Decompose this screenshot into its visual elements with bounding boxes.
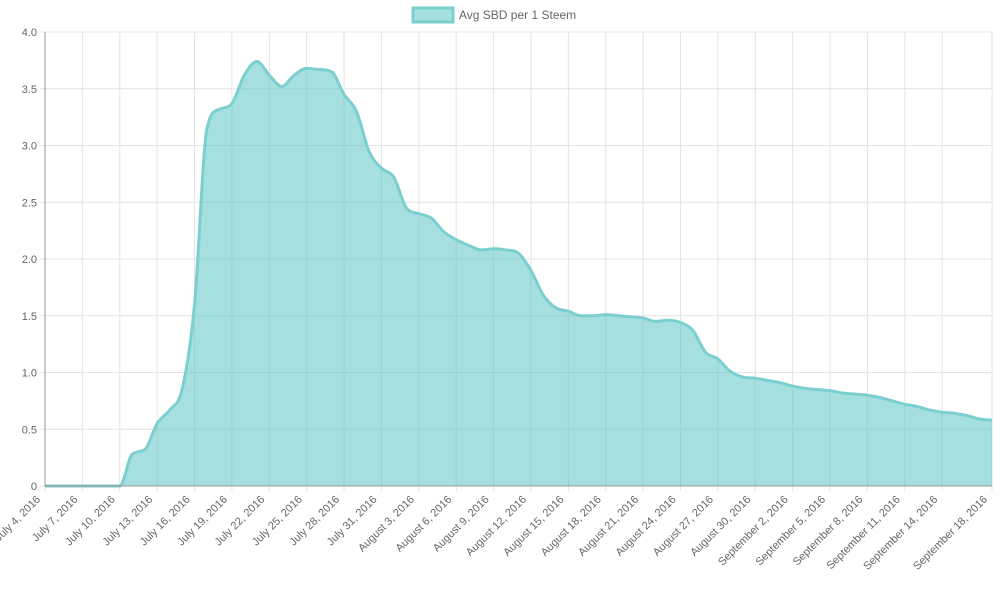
plot-area — [45, 60, 993, 488]
y-tick-label: 2.0 — [22, 254, 37, 266]
axes — [44, 32, 992, 487]
y-tick-label: 4.0 — [22, 27, 37, 39]
y-tick-label: 1.5 — [22, 311, 37, 323]
y-tick-label: 3.0 — [22, 141, 37, 153]
y-tick-label: 1.0 — [22, 368, 37, 380]
y-tick-label: 3.5 — [22, 84, 37, 96]
x-tick-label: September 5, 2016 — [753, 494, 828, 569]
series-area-fill — [45, 61, 992, 486]
legend-swatch — [411, 6, 455, 24]
x-tick-label: September 2, 2016 — [716, 494, 791, 569]
x-tick-label: September 8, 2016 — [791, 494, 866, 569]
series-line — [45, 60, 993, 488]
y-tick-label: 0 — [31, 481, 37, 493]
y-tick-label: 0.5 — [22, 424, 37, 436]
x-tick-label: September 11, 2016 — [824, 494, 902, 572]
y-axis-ticks: 0 0.5 1.0 1.5 2.0 2.5 3.0 3.5 4.0 — [22, 27, 37, 493]
legend-label: Avg SBD per 1 Steem — [459, 8, 576, 22]
legend[interactable]: Avg SBD per 1 Steem — [411, 6, 576, 24]
y-tick-label: 2.5 — [22, 197, 37, 209]
